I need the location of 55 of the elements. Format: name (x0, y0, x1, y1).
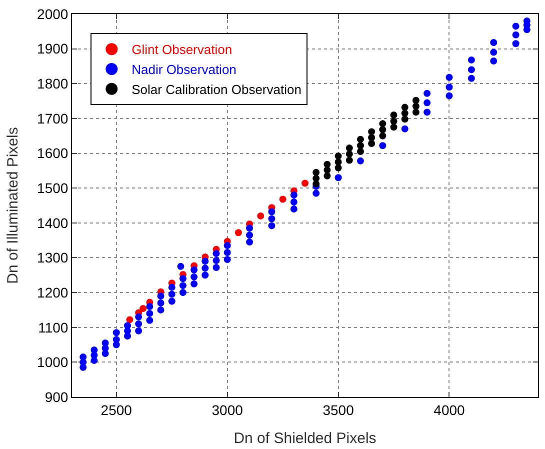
point (390, 118, 398, 125)
y-tick-label: 1900 (37, 40, 68, 57)
point (334, 158, 342, 166)
point (324, 172, 331, 180)
y-tick-label: 1200 (37, 284, 68, 300)
point (390, 124, 398, 131)
point (379, 126, 386, 134)
legend-label: Glint Observation (132, 42, 232, 58)
y-tick-label: 1400 (37, 214, 68, 231)
point (334, 164, 342, 172)
point (401, 104, 408, 111)
point (346, 150, 353, 158)
point (356, 136, 364, 143)
point (412, 108, 420, 116)
point (324, 166, 331, 174)
legend-label: Nadir Observation (132, 62, 236, 78)
point (312, 180, 320, 188)
point (346, 156, 353, 164)
point (279, 196, 286, 203)
point (257, 212, 264, 220)
point (126, 316, 134, 324)
point (140, 305, 147, 312)
point (356, 142, 364, 150)
point (379, 120, 386, 128)
point (368, 140, 376, 148)
point (401, 110, 408, 117)
point (302, 180, 308, 187)
point (368, 128, 376, 136)
y-tick-label: 2000 (37, 6, 68, 22)
x-tick-label: 4000 (434, 402, 466, 418)
x-tick-label: 3500 (322, 402, 354, 418)
y-tick-label: 1600 (37, 145, 68, 162)
point (346, 144, 353, 152)
y-tick-label: 1000 (37, 354, 68, 370)
y-axis-title: Dn of Illuminated Pixels (4, 127, 22, 284)
y-tick-label: 1500 (37, 180, 68, 196)
x-tick-label: 2500 (100, 402, 132, 418)
point (401, 116, 408, 123)
y-tick-label: 1700 (37, 110, 68, 126)
legend-label: Solar Calibration Observation (132, 82, 302, 97)
point (412, 96, 420, 104)
y-tick-label: 900 (44, 388, 68, 405)
point (390, 111, 398, 118)
y-tick-label: 1100 (38, 319, 68, 336)
point (334, 152, 342, 160)
point (412, 102, 420, 110)
point (368, 134, 376, 142)
y-tick-label: 1800 (37, 76, 68, 92)
x-tick-label: 3000 (212, 402, 244, 418)
x-axis-title: Dn of Shielded Pixels (234, 430, 376, 447)
point (234, 229, 242, 236)
point (312, 168, 320, 176)
point (379, 132, 386, 140)
point (356, 148, 364, 156)
y-tick-label: 1300 (37, 250, 68, 266)
